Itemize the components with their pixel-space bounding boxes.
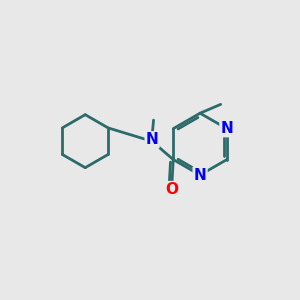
Text: N: N — [146, 132, 158, 147]
Text: O: O — [165, 182, 178, 197]
Text: N: N — [220, 121, 233, 136]
Text: N: N — [194, 167, 206, 182]
